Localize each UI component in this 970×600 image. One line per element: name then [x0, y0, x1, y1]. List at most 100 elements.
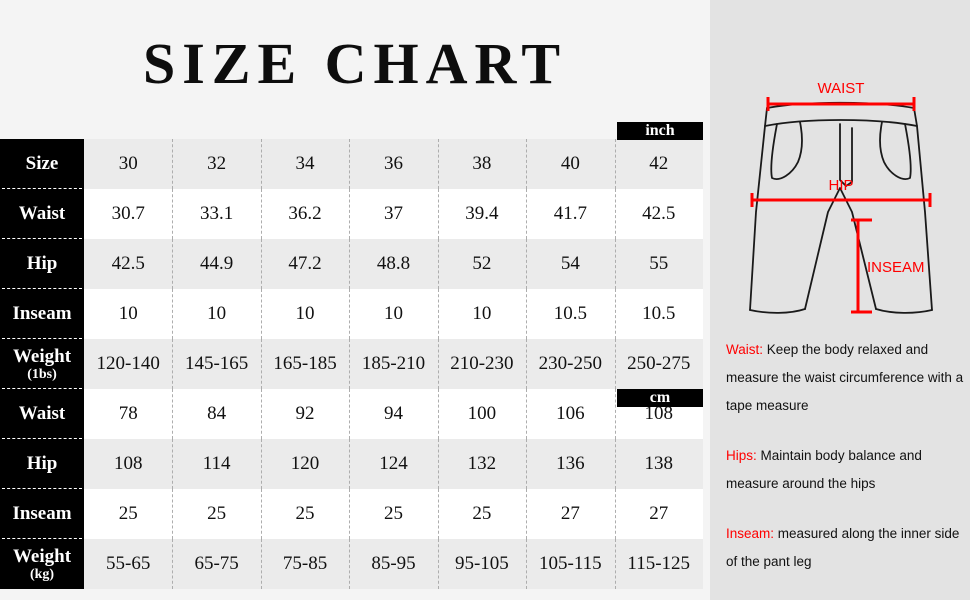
- table-cell: 114: [172, 439, 260, 489]
- row-cells: 30.7 33.1 36.2 37 39.4 41.7 42.5: [84, 189, 703, 239]
- table-cell: 27: [526, 489, 614, 539]
- table-cell: 32: [172, 139, 260, 189]
- table-row: Weight (kg) 55-65 65-75 75-85 85-95 95-105 105-…: [0, 539, 703, 589]
- row-header-weight-8: Weight (kg): [0, 539, 84, 589]
- table-cell: 120-140: [96, 353, 160, 374]
- row-cells: 55-65 65-75 75-85 85-95 95-105 105-115 115-125: [84, 539, 703, 589]
- table-cell: 42.5: [111, 253, 145, 274]
- instruction-text: Keep the body relaxed and measure the wa…: [726, 342, 964, 413]
- hip-measure-line: [750, 193, 932, 207]
- row-header-hip-6: Hip: [0, 439, 84, 489]
- row-header-label: Inseam: [12, 503, 72, 524]
- table-cell: 100: [437, 389, 526, 439]
- table-cell: 108: [614, 389, 703, 439]
- page-title: SIZE CHART: [142, 31, 568, 96]
- right-panel: WAIST HIP INSEAM Waist: Keep the body re…: [710, 0, 970, 600]
- row-header-inseam-7: Inseam: [0, 489, 84, 539]
- table-cell: 145-165: [172, 339, 260, 389]
- row-header-label: Waist: [18, 403, 66, 424]
- table-cell: 36: [349, 139, 437, 189]
- row-header-label: Weight: [12, 545, 72, 567]
- table-cell: 47.2: [260, 239, 349, 289]
- table-cell: 25: [349, 489, 437, 539]
- row-header-label: Inseam: [12, 303, 72, 324]
- table-cell: 124: [349, 439, 437, 489]
- table-cell: 10: [260, 289, 349, 339]
- table-cell: 55-65: [106, 553, 151, 574]
- table-cell: 95-105: [437, 539, 526, 589]
- table-cell: 165-185: [260, 339, 349, 389]
- instruction-text: measured along the inner side of the pan…: [726, 526, 960, 569]
- row-cells: 108 114 120 124 132 136 138: [84, 439, 703, 489]
- row-header-unit: (kg): [29, 566, 55, 582]
- table-cell: 84: [172, 389, 260, 439]
- table-cell: 132: [437, 439, 526, 489]
- table-cell: 42.5: [614, 189, 703, 239]
- table-cell: 120: [260, 439, 349, 489]
- waist-label: WAIST: [818, 80, 865, 97]
- table-row: Hip 42.5 44.9 47.2 48.8 52 54 55: [0, 239, 703, 289]
- table-row: Inseam 25 25 25 25 25 27 27: [0, 489, 703, 539]
- row-cells: 120-140 145-165 165-185 185-210 210-230 230-2…: [84, 339, 703, 389]
- table-cell: 94: [349, 389, 437, 439]
- table-cell: 36.2: [260, 189, 349, 239]
- table-cell: 106: [526, 389, 614, 439]
- row-header-inseam-3: Inseam: [0, 289, 84, 339]
- table-cell: 250-275: [614, 339, 703, 389]
- table-cell: 25: [118, 503, 138, 524]
- table-cell: 105-115: [526, 539, 614, 589]
- table-cell: 52: [437, 239, 526, 289]
- table-cell: 10: [349, 289, 437, 339]
- instruction-note: Waist: Keep the body relaxed and measure…: [726, 336, 966, 420]
- hip-label: HIP: [828, 177, 853, 194]
- left-panel: SIZE CHART Size 30 32 34 36 38 40 42 Waist 30.7 33…: [0, 31, 703, 589]
- instruction-text: Maintain body balance and measure around…: [726, 448, 922, 491]
- row-header-label: Size: [25, 153, 59, 174]
- row-header-label: Weight: [12, 345, 72, 367]
- table-cell: 39.4: [437, 189, 526, 239]
- table-cell: 41.7: [526, 189, 614, 239]
- row-header-label: Waist: [18, 203, 66, 224]
- row-cells: 30 32 34 36 38 40 42: [84, 139, 703, 189]
- row-cells: 42.5 44.9 47.2 48.8 52 54 55: [84, 239, 703, 289]
- table-cell: 10: [172, 289, 260, 339]
- table-cell: 25: [437, 489, 526, 539]
- table-cell: 38: [437, 139, 526, 189]
- row-header-label: Hip: [26, 253, 58, 274]
- table-cell: 10: [437, 289, 526, 339]
- table-cell: 48.8: [349, 239, 437, 289]
- row-cells: 25 25 25 25 25 27 27: [84, 489, 703, 539]
- table-cell: 55: [614, 239, 703, 289]
- row-header-unit: (1bs): [27, 366, 57, 382]
- table-row: Hip 108 114 120 124 132 136 138: [0, 439, 703, 489]
- table-cell: 92: [260, 389, 349, 439]
- row-cells: 78 84 92 94 100 106 108: [84, 389, 703, 439]
- row-header-waist-1: Waist: [0, 189, 84, 239]
- table-row: Inseam 10 10 10 10 10 10.5 10.5: [0, 289, 703, 339]
- table-cell: 185-210: [349, 339, 437, 389]
- unit-badge-cm: cm: [617, 389, 703, 407]
- shorts-diagram: WAIST HIP INSEAM: [710, 62, 970, 330]
- row-header-waist-5: Waist: [0, 389, 84, 439]
- row-header-label: Hip: [26, 453, 58, 474]
- table-cell: 30: [118, 153, 138, 174]
- table-cell: 230-250: [526, 339, 614, 389]
- table-cell: 136: [526, 439, 614, 489]
- table-cell: 25: [172, 489, 260, 539]
- instruction-keyword: Hips:: [726, 448, 757, 463]
- table-row: Weight (1bs) 120-140 145-165 165-185 185-210 2…: [0, 339, 703, 389]
- waist-measure-line: [766, 97, 916, 111]
- table-cell: 10: [118, 303, 138, 324]
- measurement-instructions: Waist: Keep the body relaxed and measure…: [726, 336, 966, 576]
- table-cell: 10.5: [614, 289, 703, 339]
- table-row: Waist 30.7 33.1 36.2 37 39.4 41.7 42.5: [0, 189, 703, 239]
- table-cell: 30.7: [111, 203, 145, 224]
- table-cell: 40: [526, 139, 614, 189]
- table-cell: 27: [614, 489, 703, 539]
- row-header-hip-2: Hip: [0, 239, 84, 289]
- table-cell: 85-95: [349, 539, 437, 589]
- inseam-measure-line: [851, 218, 872, 314]
- instruction-note: Hips: Maintain body balance and measure …: [726, 442, 966, 498]
- table-cell: 42: [614, 139, 703, 189]
